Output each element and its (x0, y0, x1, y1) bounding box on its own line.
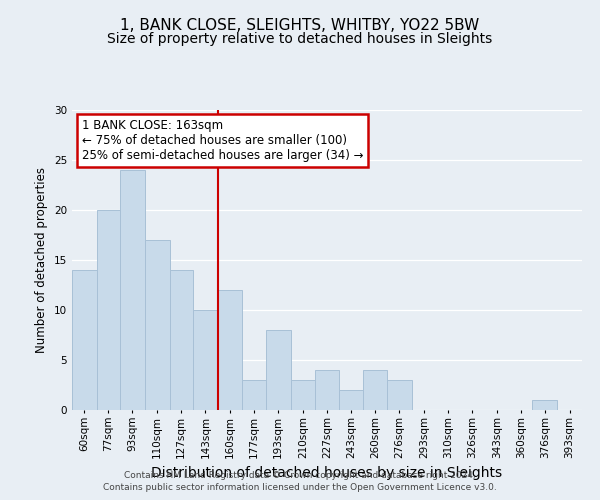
Text: Size of property relative to detached houses in Sleights: Size of property relative to detached ho… (107, 32, 493, 46)
Bar (218, 290, 242, 410)
Bar (120, 170, 145, 410)
Bar (266, 330, 290, 410)
Bar (387, 380, 412, 410)
Bar (364, 370, 387, 410)
Text: Contains public sector information licensed under the Open Government Licence v3: Contains public sector information licen… (103, 483, 497, 492)
Bar (145, 240, 170, 410)
Text: 1 BANK CLOSE: 163sqm
← 75% of detached houses are smaller (100)
25% of semi-deta: 1 BANK CLOSE: 163sqm ← 75% of detached h… (82, 119, 364, 162)
Bar (242, 380, 266, 410)
Bar (338, 390, 364, 410)
Bar (316, 370, 338, 410)
Text: Contains HM Land Registry data © Crown copyright and database right 2024.: Contains HM Land Registry data © Crown c… (124, 470, 476, 480)
Bar (97, 210, 120, 410)
Bar (170, 270, 193, 410)
X-axis label: Distribution of detached houses by size in Sleights: Distribution of detached houses by size … (151, 466, 503, 480)
Y-axis label: Number of detached properties: Number of detached properties (35, 167, 49, 353)
Bar (290, 380, 316, 410)
Bar (72, 270, 97, 410)
Text: 1, BANK CLOSE, SLEIGHTS, WHITBY, YO22 5BW: 1, BANK CLOSE, SLEIGHTS, WHITBY, YO22 5B… (121, 18, 479, 32)
Bar (532, 400, 557, 410)
Bar (193, 310, 218, 410)
